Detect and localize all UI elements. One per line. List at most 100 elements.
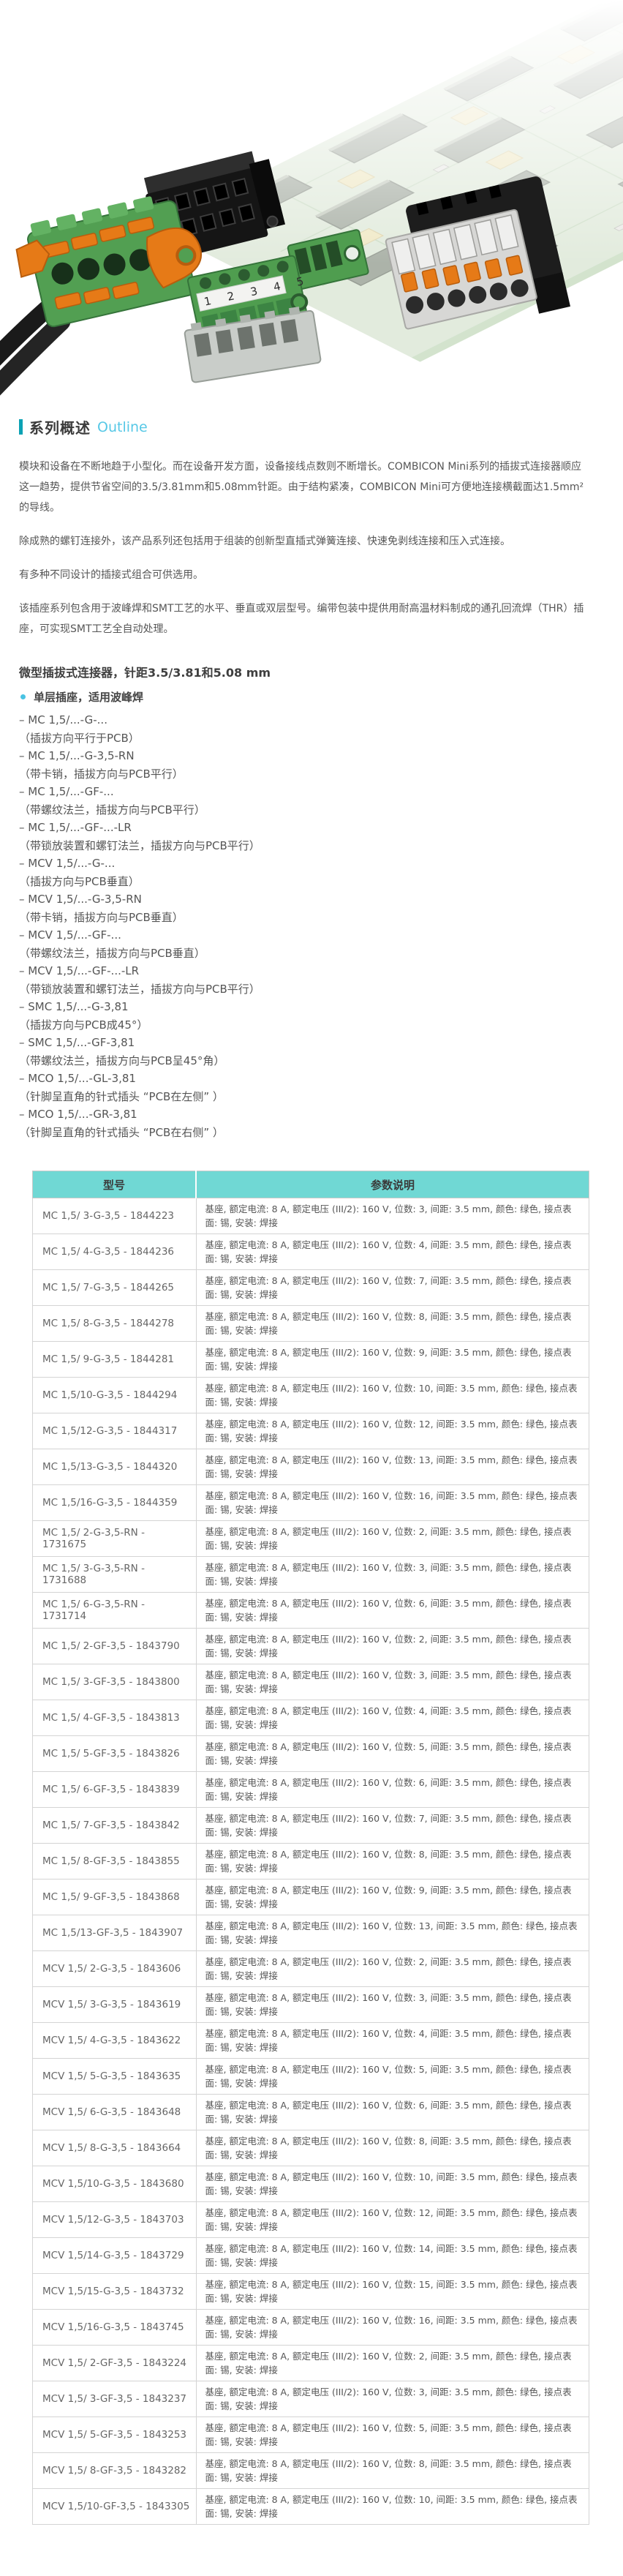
table-row: MC 1,5/13-GF-3,5 - 1843907 基座, 额定电流: 8 A… bbox=[33, 1915, 589, 1951]
desc-cell: 基座, 额定电流: 8 A, 额定电压 (III/2): 160 V, 位数: … bbox=[196, 1951, 589, 1987]
pcb-connectors-illustration: 1 2 3 4 5 bbox=[0, 0, 623, 399]
table-row: MC 1,5/13-G-3,5 - 1844320 基座, 额定电流: 8 A,… bbox=[33, 1449, 589, 1485]
model-code: – MCO 1,5/...-GR-3,81 bbox=[19, 1105, 591, 1124]
spec-table-header-row: 型号 参数说明 bbox=[33, 1171, 589, 1198]
feature-heading: 微型插拔式连接器，针距3.5/3.81和5.08 mm bbox=[19, 663, 591, 680]
table-row: MC 1,5/ 3-G-3,5-RN - 1731688 基座, 额定电流: 8… bbox=[33, 1557, 589, 1593]
model-code: – MCV 1,5/...-G-3,5-RN bbox=[19, 890, 591, 909]
desc-cell: 基座, 额定电流: 8 A, 额定电压 (III/2): 160 V, 位数: … bbox=[196, 2381, 589, 2417]
desc-cell: 基座, 额定电流: 8 A, 额定电压 (III/2): 160 V, 位数: … bbox=[196, 1270, 589, 1306]
model-code: – MC 1,5/...-GF-...-LR bbox=[19, 819, 591, 837]
model-cell: MC 1,5/13-GF-3,5 - 1843907 bbox=[33, 1915, 197, 1951]
model-cell: MCV 1,5/ 2-G-3,5 - 1843606 bbox=[33, 1951, 197, 1987]
model-variant-item: – MC 1,5/...-GF-...-LR （带锁放装置和螺钉法兰，插拔方向与… bbox=[19, 819, 591, 855]
model-code: – MC 1,5/...-GF-... bbox=[19, 783, 591, 801]
table-row: MC 1,5/ 4-G-3,5 - 1844236 基座, 额定电流: 8 A,… bbox=[33, 1234, 589, 1270]
table-row: MC 1,5/ 8-G-3,5 - 1844278 基座, 额定电流: 8 A,… bbox=[33, 1306, 589, 1342]
model-code: – SMC 1,5/...-GF-3,81 bbox=[19, 1034, 591, 1052]
model-cell: MC 1,5/ 8-GF-3,5 - 1843855 bbox=[33, 1844, 197, 1880]
model-variant-item: – MCV 1,5/...-G-3,5-RN （带卡销，插拔方向与PCB垂直） bbox=[19, 890, 591, 926]
model-cell: MC 1,5/ 6-GF-3,5 - 1843839 bbox=[33, 1772, 197, 1808]
desc-cell: 基座, 额定电流: 8 A, 额定电压 (III/2): 160 V, 位数: … bbox=[196, 1485, 589, 1521]
model-note: （带卡销，插拔方向与PCB平行） bbox=[19, 765, 591, 784]
model-cell: MCV 1,5/15-G-3,5 - 1843732 bbox=[33, 2274, 197, 2310]
model-cell: MCV 1,5/10-GF-3,5 - 1843305 bbox=[33, 2489, 197, 2525]
model-cell: MCV 1,5/ 2-GF-3,5 - 1843224 bbox=[33, 2346, 197, 2381]
model-cell: MC 1,5/ 5-GF-3,5 - 1843826 bbox=[33, 1736, 197, 1772]
table-row: MCV 1,5/ 3-GF-3,5 - 1843237 基座, 额定电流: 8 … bbox=[33, 2381, 589, 2417]
desc-cell: 基座, 额定电流: 8 A, 额定电压 (III/2): 160 V, 位数: … bbox=[196, 1449, 589, 1485]
page-content: 系列概述 Outline 模块和设备在不断地趋于小型化。而在设备开发方面，设备接… bbox=[0, 416, 623, 2576]
model-note: （带螺纹法兰，插拔方向与PCB垂直） bbox=[19, 945, 591, 963]
desc-cell: 基座, 额定电流: 8 A, 额定电压 (III/2): 160 V, 位数: … bbox=[196, 2238, 589, 2274]
desc-cell: 基座, 额定电流: 8 A, 额定电压 (III/2): 160 V, 位数: … bbox=[196, 2023, 589, 2059]
model-variant-item: – MCV 1,5/...-GF-...-LR （带锁放装置和螺钉法兰，插拔方向… bbox=[19, 962, 591, 998]
desc-cell: 基座, 额定电流: 8 A, 额定电压 (III/2): 160 V, 位数: … bbox=[196, 2489, 589, 2525]
desc-cell: 基座, 额定电流: 8 A, 额定电压 (III/2): 160 V, 位数: … bbox=[196, 1736, 589, 1772]
table-row: MC 1,5/ 3-GF-3,5 - 1843800 基座, 额定电流: 8 A… bbox=[33, 1664, 589, 1700]
model-cell: MC 1,5/ 2-GF-3,5 - 1843790 bbox=[33, 1629, 197, 1664]
desc-cell: 基座, 额定电流: 8 A, 额定电压 (III/2): 160 V, 位数: … bbox=[196, 1629, 589, 1664]
desc-cell: 基座, 额定电流: 8 A, 额定电压 (III/2): 160 V, 位数: … bbox=[196, 1700, 589, 1736]
model-variant-item: – MCO 1,5/...-GL-3,81 （针脚呈直角的针式插头 “PCB在左… bbox=[19, 1070, 591, 1105]
feature-bullet-label: 单层插座，适用波峰焊 bbox=[34, 689, 143, 705]
table-row: MCV 1,5/ 2-GF-3,5 - 1843224 基座, 额定电流: 8 … bbox=[33, 2346, 589, 2381]
desc-cell: 基座, 额定电流: 8 A, 额定电压 (III/2): 160 V, 位数: … bbox=[196, 2453, 589, 2489]
model-cell: MC 1,5/ 3-GF-3,5 - 1843800 bbox=[33, 1664, 197, 1700]
model-code: – MCV 1,5/...-GF-... bbox=[19, 926, 591, 945]
desc-cell: 基座, 额定电流: 8 A, 额定电压 (III/2): 160 V, 位数: … bbox=[196, 1342, 589, 1378]
model-code: – SMC 1,5/...-G-3,81 bbox=[19, 998, 591, 1016]
bullet-dot-icon bbox=[20, 694, 26, 699]
desc-cell: 基座, 额定电流: 8 A, 额定电压 (III/2): 160 V, 位数: … bbox=[196, 2202, 589, 2238]
desc-cell: 基座, 额定电流: 8 A, 额定电压 (III/2): 160 V, 位数: … bbox=[196, 2274, 589, 2310]
model-note: （带卡销，插拔方向与PCB垂直） bbox=[19, 909, 591, 927]
model-cell: MCV 1,5/ 3-G-3,5 - 1843619 bbox=[33, 1987, 197, 2023]
desc-cell: 基座, 额定电流: 8 A, 额定电压 (III/2): 160 V, 位数: … bbox=[196, 1521, 589, 1557]
model-note: （插拔方向与PCB成45°） bbox=[19, 1016, 591, 1034]
model-note: （带锁放装置和螺钉法兰，插拔方向与PCB平行） bbox=[19, 837, 591, 855]
table-row: MCV 1,5/ 8-G-3,5 - 1843664 基座, 额定电流: 8 A… bbox=[33, 2130, 589, 2166]
model-cell: MCV 1,5/ 3-GF-3,5 - 1843237 bbox=[33, 2381, 197, 2417]
model-cell: MC 1,5/ 3-G-3,5-RN - 1731688 bbox=[33, 1557, 197, 1593]
intro-paragraph: 模块和设备在不断地趋于小型化。而在设备开发方面，设备接线点数则不断增长。COMB… bbox=[19, 457, 591, 518]
model-variant-item: – MC 1,5/...-G-... （插拔方向平行于PCB） bbox=[19, 711, 591, 747]
column-header-params: 参数说明 bbox=[196, 1171, 589, 1198]
model-variant-item: – MCV 1,5/...-G-... （插拔方向与PCB垂直） bbox=[19, 855, 591, 890]
model-variant-item: – MC 1,5/...-GF-... （带螺纹法兰，插拔方向与PCB平行） bbox=[19, 783, 591, 819]
model-cell: MCV 1,5/12-G-3,5 - 1843703 bbox=[33, 2202, 197, 2238]
model-cell: MC 1,5/ 7-GF-3,5 - 1843842 bbox=[33, 1808, 197, 1844]
table-row: MCV 1,5/14-G-3,5 - 1843729 基座, 额定电流: 8 A… bbox=[33, 2238, 589, 2274]
model-note: （带螺纹法兰，插拔方向与PCB呈45°角） bbox=[19, 1052, 591, 1070]
model-variant-item: – MC 1,5/...-G-3,5-RN （带卡销，插拔方向与PCB平行） bbox=[19, 747, 591, 783]
column-header-model: 型号 bbox=[33, 1171, 197, 1198]
model-note: （针脚呈直角的针式插头 “PCB在右侧” ） bbox=[19, 1124, 591, 1142]
table-row: MC 1,5/ 9-G-3,5 - 1844281 基座, 额定电流: 8 A,… bbox=[33, 1342, 589, 1378]
table-row: MCV 1,5/ 5-GF-3,5 - 1843253 基座, 额定电流: 8 … bbox=[33, 2417, 589, 2453]
desc-cell: 基座, 额定电流: 8 A, 额定电压 (III/2): 160 V, 位数: … bbox=[196, 1987, 589, 2023]
desc-cell: 基座, 额定电流: 8 A, 额定电压 (III/2): 160 V, 位数: … bbox=[196, 2417, 589, 2453]
table-row: MCV 1,5/15-G-3,5 - 1843732 基座, 额定电流: 8 A… bbox=[33, 2274, 589, 2310]
model-cell: MCV 1,5/ 4-G-3,5 - 1843622 bbox=[33, 2023, 197, 2059]
model-cell: MC 1,5/12-G-3,5 - 1844317 bbox=[33, 1413, 197, 1449]
hero-image: 1 2 3 4 5 bbox=[0, 0, 623, 399]
table-row: MCV 1,5/12-G-3,5 - 1843703 基座, 额定电流: 8 A… bbox=[33, 2202, 589, 2238]
table-row: MCV 1,5/ 8-GF-3,5 - 1843282 基座, 额定电流: 8 … bbox=[33, 2453, 589, 2489]
table-row: MC 1,5/ 2-GF-3,5 - 1843790 基座, 额定电流: 8 A… bbox=[33, 1629, 589, 1664]
model-cell: MCV 1,5/ 5-GF-3,5 - 1843253 bbox=[33, 2417, 197, 2453]
model-cell: MCV 1,5/ 8-GF-3,5 - 1843282 bbox=[33, 2453, 197, 2489]
model-code: – MCV 1,5/...-G-... bbox=[19, 855, 591, 873]
model-cell: MC 1,5/ 6-G-3,5-RN - 1731714 bbox=[33, 1593, 197, 1629]
table-row: MCV 1,5/16-G-3,5 - 1843745 基座, 额定电流: 8 A… bbox=[33, 2310, 589, 2346]
spec-table: 型号 参数说明 MC 1,5/ 3-G-3,5 - 1844223 基座, 额定… bbox=[32, 1171, 589, 2525]
desc-cell: 基座, 额定电流: 8 A, 额定电压 (III/2): 160 V, 位数: … bbox=[196, 2346, 589, 2381]
model-note: （带螺纹法兰，插拔方向与PCB平行） bbox=[19, 801, 591, 819]
desc-cell: 基座, 额定电流: 8 A, 额定电压 (III/2): 160 V, 位数: … bbox=[196, 1557, 589, 1593]
model-variant-item: – MCV 1,5/...-GF-... （带螺纹法兰，插拔方向与PCB垂直） bbox=[19, 926, 591, 962]
desc-cell: 基座, 额定电流: 8 A, 额定电压 (III/2): 160 V, 位数: … bbox=[196, 2059, 589, 2095]
section-title-en: Outline bbox=[97, 419, 148, 435]
model-note: （带锁放装置和螺钉法兰，插拔方向与PCB平行） bbox=[19, 980, 591, 999]
table-row: MC 1,5/ 6-GF-3,5 - 1843839 基座, 额定电流: 8 A… bbox=[33, 1772, 589, 1808]
model-cell: MC 1,5/ 4-GF-3,5 - 1843813 bbox=[33, 1700, 197, 1736]
model-cell: MC 1,5/ 7-G-3,5 - 1844265 bbox=[33, 1270, 197, 1306]
model-cell: MC 1,5/ 8-G-3,5 - 1844278 bbox=[33, 1306, 197, 1342]
